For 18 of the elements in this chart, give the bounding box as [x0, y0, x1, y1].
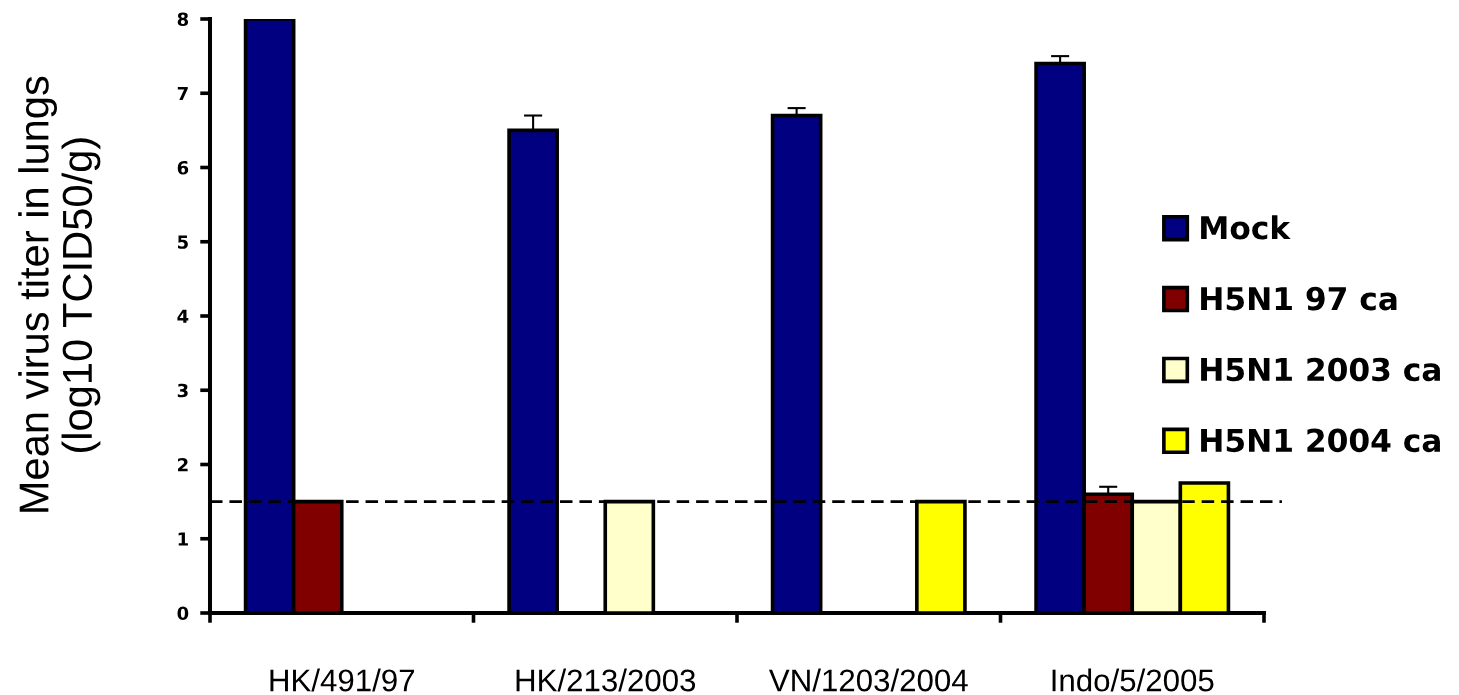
legend-label: H5N1 97 ca [1201, 286, 1397, 311]
y-tick-label: 0 [177, 606, 189, 621]
x-tick-label: VN/1203/2004 [768, 668, 968, 692]
x-tick-label: HK/213/2003 [516, 668, 696, 692]
y-tick-label: 3 [177, 383, 188, 398]
y-tick-label: 7 [177, 86, 188, 101]
y-tick-label: 2 [178, 457, 188, 472]
y-tick-label: 6 [177, 160, 189, 175]
x-tick-label: Indo/5/2005 [1052, 668, 1214, 692]
legend-label: H5N1 2003 ca [1201, 357, 1440, 382]
y-axis-title: Mean virus titer in lungs (log10 TCID50/g) [18, 76, 101, 512]
legend-label: Mock [1201, 215, 1291, 240]
legend-label: H5N1 2004 ca [1201, 428, 1440, 453]
y-tick-label: 5 [178, 235, 188, 249]
y-tick-label: 1 [178, 532, 188, 546]
y-tick-label: 8 [177, 12, 189, 27]
y-tick-label: 4 [177, 309, 189, 323]
x-tick-label: HK/491/97 [270, 668, 415, 692]
